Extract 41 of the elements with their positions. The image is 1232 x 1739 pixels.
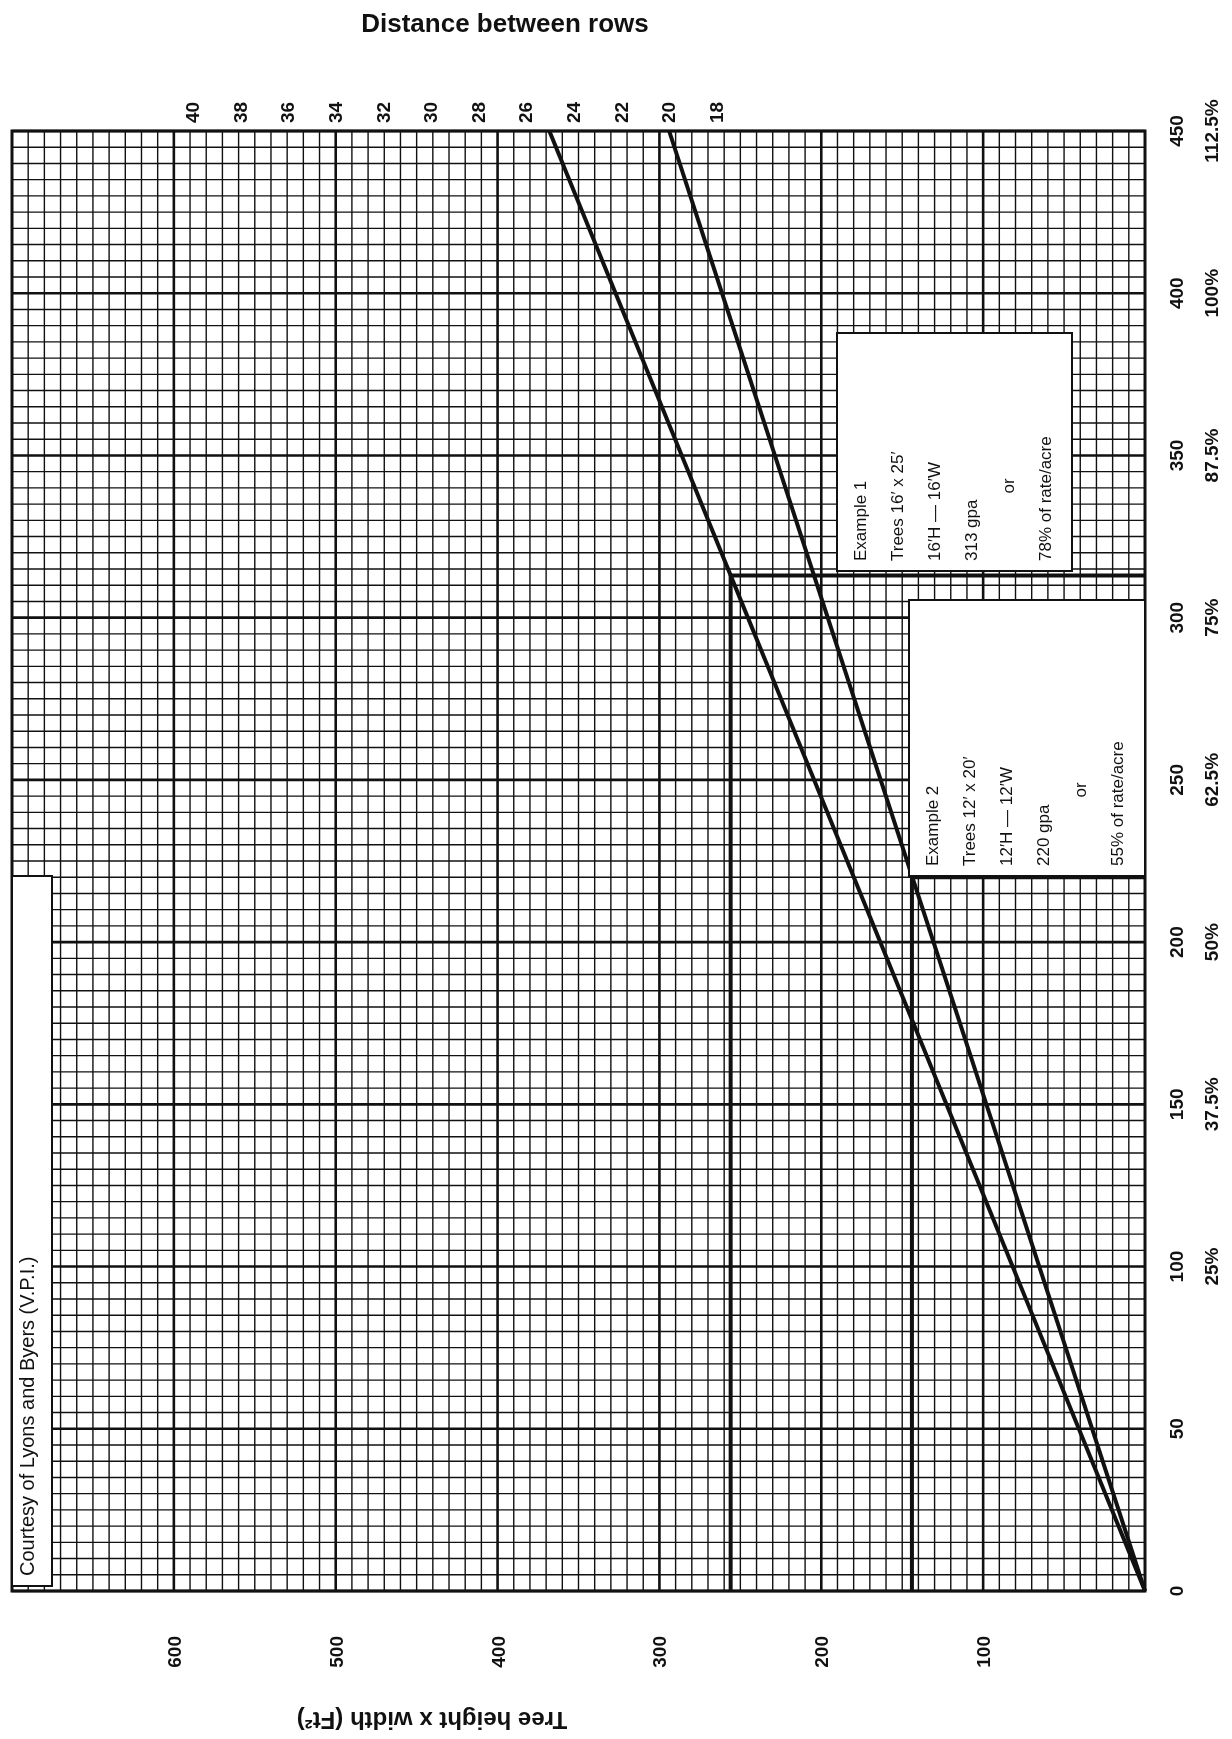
y-tick-label: 300 xyxy=(1166,601,1187,634)
x-tick-label: 400 xyxy=(487,1636,509,1668)
x2-tick-label: 30 xyxy=(420,101,442,123)
x2-tick-label: 34 xyxy=(324,101,346,123)
x2-axis-title: Distance between rows xyxy=(361,8,649,38)
x2-tick-label: 26 xyxy=(515,101,537,123)
y-tick-label: 0 xyxy=(1166,1585,1187,1597)
x2-tick-label: 18 xyxy=(706,101,728,123)
x2-tick-label: 40 xyxy=(181,101,203,123)
annotation: Example 2 Trees 12′ x 20′ 12′H — 12′W 220 gpa or 55% of rate/acre xyxy=(923,741,1127,866)
y2-tick-label: 87.5% xyxy=(1201,428,1222,483)
x2-tick-label: 38 xyxy=(229,101,251,123)
annotation: Courtesy of Lyons and Byers (V.P.I.) xyxy=(16,1256,38,1576)
y2-tick-label: 62.5% xyxy=(1201,752,1222,807)
x2-tick-label: 36 xyxy=(277,101,299,123)
x2-tick-label: 20 xyxy=(658,101,680,123)
x-tick-label: 100 xyxy=(973,1636,995,1668)
x-tick-label: 500 xyxy=(325,1636,347,1668)
x2-tick-label: 32 xyxy=(372,101,394,123)
x-axis-title: Tree height x width (Ft²) xyxy=(296,1707,568,1734)
x2-tick-label: 28 xyxy=(467,101,489,123)
y2-tick-label: 100% xyxy=(1201,268,1222,318)
y2-tick-label: 25% xyxy=(1201,1247,1222,1286)
y-tick-label: 400 xyxy=(1166,277,1187,310)
y-tick-label: 150 xyxy=(1166,1088,1187,1121)
annotation: Example 1 Trees 16′ x 25′ 16′H — 16′W 313 gpa or 78% of rate/acre xyxy=(851,436,1055,561)
y-tick-label: 100 xyxy=(1166,1250,1187,1283)
y2-tick-label: 112.5% xyxy=(1201,99,1222,163)
y-tick-label: 350 xyxy=(1166,439,1187,472)
x-tick-label: 600 xyxy=(163,1636,185,1668)
y2-tick-label: 37.5% xyxy=(1201,1077,1222,1132)
x2-tick-label: 22 xyxy=(610,101,632,123)
x2-tick-label: 24 xyxy=(563,101,585,123)
y-tick-label: 250 xyxy=(1166,764,1187,796)
x-tick-label: 300 xyxy=(649,1636,671,1668)
y-tick-label: 450 xyxy=(1166,115,1187,147)
y-tick-label: 200 xyxy=(1166,926,1187,958)
y-tick-label: 50 xyxy=(1166,1418,1187,1440)
y2-tick-label: 50% xyxy=(1201,922,1222,962)
x-tick-label: 200 xyxy=(811,1636,833,1668)
y2-tick-label: 75% xyxy=(1201,598,1222,637)
